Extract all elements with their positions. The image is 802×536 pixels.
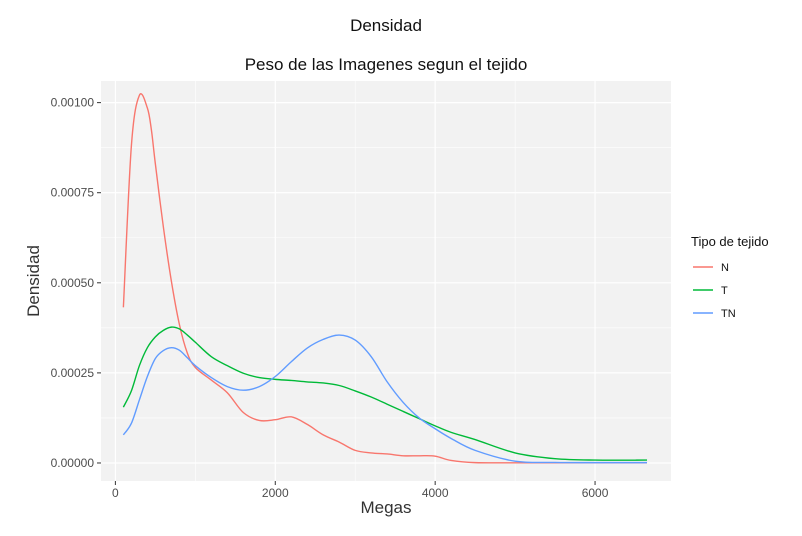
y-tick-label-1: 0.00025 (51, 366, 95, 380)
chart-suptitle: Densidad (350, 16, 422, 35)
x-tick-label-2: 4000 (422, 486, 449, 500)
chart-title: Peso de las Imagenes segun el tejido (245, 55, 528, 74)
y-axis-title: Densidad (24, 245, 43, 317)
series-line-t (122, 326, 648, 461)
legend-label-tn: TN (721, 308, 736, 320)
legend-label-t: T (721, 285, 728, 297)
y-tick-label-3: 0.00075 (51, 186, 95, 200)
legend-label-n: N (721, 262, 729, 274)
legend: NT TN (693, 262, 736, 320)
y-tick-label-2: 0.00050 (51, 276, 95, 290)
legend-title: Tipo de tejido (691, 234, 769, 249)
x-tick-label-1: 2000 (262, 486, 289, 500)
x-axis-title: Megas (360, 498, 411, 517)
series-line-n (122, 93, 648, 464)
series-lines (122, 93, 648, 464)
axis-ticks: 0 2000 4000 6000 0.00000 0.00025 0.00050 0.0007… (51, 96, 609, 500)
y-tick-label-4: 0.00100 (51, 96, 95, 110)
series-line-tn (122, 334, 648, 464)
plot-panel (101, 81, 671, 481)
x-tick-label-3: 6000 (582, 486, 609, 500)
y-tick-label-0: 0.00000 (51, 456, 95, 470)
x-tick-label-0: 0 (112, 486, 119, 500)
grid-lines (101, 81, 671, 481)
